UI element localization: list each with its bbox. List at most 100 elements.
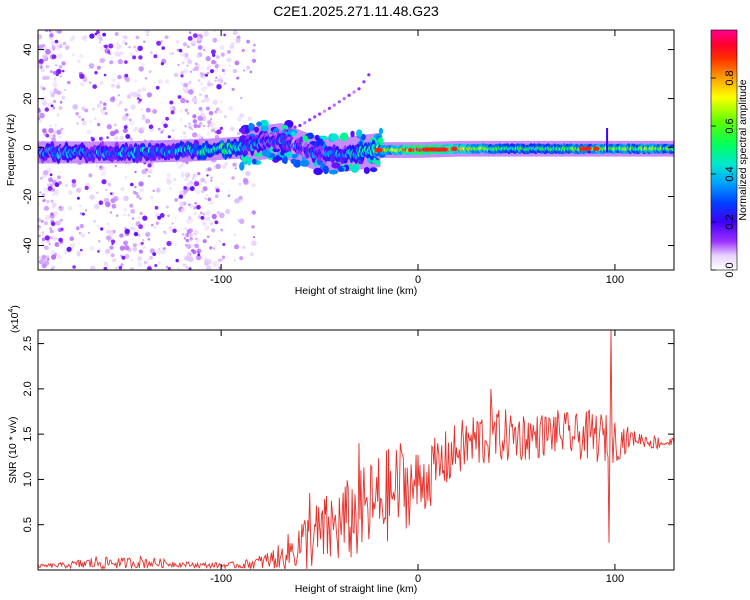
spectrogram-blob [281,124,289,131]
spectrogram-speck [103,73,107,77]
spectrogram-noise-cell [113,123,117,127]
spectrogram-speck [118,266,123,270]
spectrogram-noise-cell [39,191,42,194]
spectrogram-speck [154,205,159,210]
spectrogram-noise-cell [165,205,169,209]
spectrogram-noise-cell [77,242,80,244]
spectrogram-noise-cell [109,60,114,65]
spectrogram-noise-cell [99,165,102,168]
spectrogram-speck [177,95,182,99]
spectrogram-noise-cell [209,122,216,128]
spectrogram-noise-cell [160,130,164,134]
spectrogram-noise-cell [127,213,131,217]
spectrogram-noise-cell [130,208,136,214]
spectrogram-noise-cell [53,91,57,95]
spectrogram-speck [102,32,106,37]
spectrogram-noise-cell [239,256,244,261]
spectrogram-x-tick-label: 0 [415,274,421,286]
spectrogram-noise-cell [58,105,63,111]
spectrogram-noise-cell [86,129,92,135]
spectrogram-noise-cell [116,214,119,217]
spectrogram-noise-cell [77,253,81,257]
spectrogram-noise-cell [141,63,145,67]
spectrogram-noise-cell [103,102,107,106]
spectrogram-noise-cell [75,111,79,116]
spectrogram-noise-cell [140,108,143,111]
spectrogram-noise-cell [188,122,193,128]
spectrogram-noise-cell [40,68,45,73]
spectrogram-noise-cell [64,45,70,50]
spectrogram-noise-cell [141,169,147,175]
spectrogram-noise-cell [187,176,190,179]
snr-y-tick-label: 1.0 [22,472,34,487]
spectrogram-y-tick-label: -20 [22,189,34,205]
spectrogram-x-tick-label: -100 [210,274,232,286]
spectrogram-noise-cell [40,232,45,237]
spectrogram-noise-cell [175,161,179,165]
spectrogram-speck [138,224,144,230]
snr-ticks: -100 0 100 0.5 1.0 1.5 2.0 2.5 [22,330,674,585]
spectrogram-noise-cell [149,255,154,260]
spectrogram-noise-cell [54,79,57,82]
spectrogram-noise-cell [195,189,201,195]
spectrogram-noise-cell [113,136,119,141]
spectrogram-speck [180,74,184,78]
spectrogram-noise-cell [116,102,121,107]
spectrogram-noise-cell [117,59,123,65]
spectrogram-speck [178,194,183,199]
spectrogram-noise-cell [123,240,128,246]
spectrogram-noise-cell [88,63,95,69]
spectrogram-noise-cell [72,53,75,57]
spectrogram-noise-cell [234,60,240,66]
faint-arc-point [303,121,307,125]
spectrogram-noise-cell [42,132,46,136]
spectrogram-speck [106,136,109,139]
colorbar-tick-label: 0.8 [724,70,736,85]
spectrogram-noise-cell [249,252,254,257]
colorbar-tick-label: 0.6 [724,118,736,133]
spectrogram-noise-cell [109,245,114,250]
spectrogram-noise-cell [114,129,119,134]
spectrogram-noise-cell [210,128,215,133]
spectrogram-noise-cell [80,233,86,238]
spectrogram-noise-cell [206,132,210,136]
spectrogram-noise-cell [186,64,189,67]
spectrogram-noise-cell [41,193,46,197]
spectrogram-noise-cell [134,79,138,83]
spectrogram-noise-cell [210,222,214,226]
spectrogram-noise-cell [212,99,218,105]
spectrogram-noise-cell [137,233,141,237]
spectrogram-noise-cell [49,70,53,74]
spectrogram-noise-cell [183,135,188,139]
spectrogram-noise-cell [195,238,200,243]
colorbar-tick-label: 0.0 [724,262,736,277]
spectrogram-noise-cell [197,124,201,128]
spectrogram-noise-cell [53,99,57,103]
spectrogram-noise-cell [38,34,43,40]
spectrogram-noise-cell [129,203,134,208]
ridge-peak [422,147,448,152]
spectrogram-noise-cell [247,116,252,121]
spectrogram-speck [165,116,170,121]
spectrogram-noise-cell [202,221,207,227]
spectrogram-speck [166,240,172,247]
spectrogram-noise-cell [119,233,124,238]
spectrogram-noise-cell [211,213,217,219]
spectrogram-blob [356,129,363,138]
spectrogram-speck [183,186,187,190]
spectrogram-noise-cell [38,44,44,50]
spectrogram-speck [210,49,216,55]
spectrogram-noise-cell [57,53,63,59]
spectrogram-noise-cell [105,248,111,254]
spectrogram-noise-cell [177,267,180,270]
spectrogram-noise-cell [116,44,122,49]
spectrogram-noise-cell [180,51,186,57]
spectrogram-noise-cell [98,240,101,243]
spectrogram-noise-cell [146,231,149,234]
spectrogram-noise-cell [251,58,257,63]
spectrogram-noise-cell [145,118,151,124]
spectrogram-noise-cell [232,68,238,74]
spectrogram-noise-cell [105,201,111,208]
spectrogram-noise-cell [136,194,140,199]
faint-arc-point [337,100,341,104]
